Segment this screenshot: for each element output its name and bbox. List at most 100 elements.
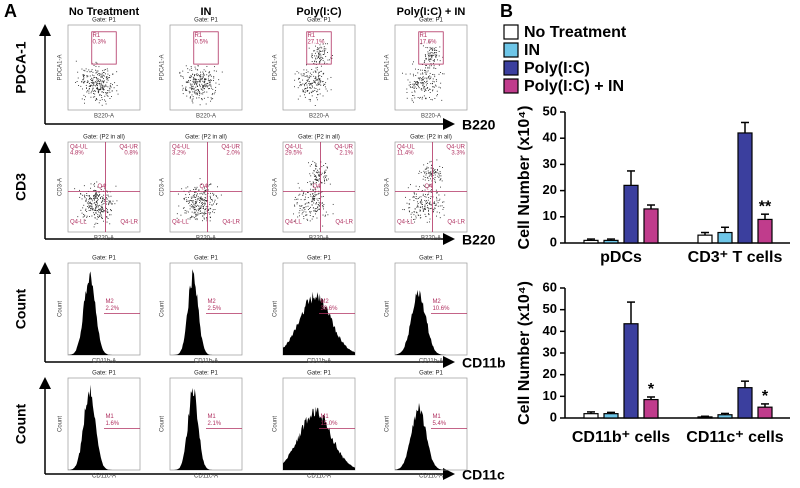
dot	[413, 214, 415, 216]
dot	[324, 61, 326, 63]
dot	[425, 73, 427, 75]
dot	[102, 88, 104, 89]
dot	[323, 176, 325, 178]
dot	[80, 193, 82, 195]
column-header: IN	[201, 6, 212, 18]
dot	[90, 183, 92, 185]
dot	[323, 50, 325, 52]
dot	[180, 214, 182, 216]
y-axis-label: Count	[13, 403, 29, 444]
dot	[321, 81, 323, 83]
dot	[202, 191, 204, 193]
dot	[188, 76, 190, 78]
dot	[425, 67, 427, 69]
dot	[305, 214, 307, 216]
dot	[321, 202, 323, 204]
dot	[313, 174, 315, 176]
dot	[312, 216, 314, 218]
quadrant-name: Q4-UR	[119, 145, 138, 151]
dot	[426, 176, 428, 178]
dot	[195, 197, 197, 198]
dot	[197, 92, 198, 94]
dot	[430, 54, 432, 56]
inner-x-label: CD11c-A	[194, 474, 218, 480]
dot	[438, 172, 440, 174]
dot	[318, 172, 320, 174]
dot	[423, 185, 425, 187]
quadrant-name: Q4-UL	[397, 145, 415, 151]
dot	[76, 81, 78, 82]
dot	[186, 199, 188, 201]
dot	[415, 185, 417, 187]
dot	[195, 216, 197, 218]
dot	[429, 48, 431, 50]
dot	[208, 88, 209, 90]
dot	[426, 58, 428, 60]
dot	[413, 192, 415, 194]
dot	[191, 200, 193, 202]
dot	[317, 187, 319, 189]
dot	[211, 200, 213, 202]
dot	[300, 73, 302, 75]
dot	[411, 98, 413, 100]
dot	[432, 86, 434, 88]
category-label: CD11c⁺ cells	[686, 429, 784, 446]
dot	[102, 208, 103, 210]
dot	[81, 212, 83, 214]
dot	[209, 195, 211, 197]
dot	[314, 162, 316, 164]
dot	[317, 210, 318, 212]
dot	[100, 87, 102, 89]
dot	[435, 79, 437, 80]
dot	[423, 88, 425, 90]
dot	[304, 82, 306, 84]
dot	[90, 187, 92, 189]
dot	[308, 98, 310, 100]
dot	[212, 93, 214, 95]
dot	[423, 79, 424, 81]
dot	[200, 183, 202, 185]
dot	[83, 82, 85, 84]
dot	[87, 90, 88, 92]
dot	[325, 48, 327, 50]
dot	[442, 167, 443, 168]
dot	[422, 195, 424, 197]
dot	[90, 70, 92, 72]
dot	[193, 212, 195, 214]
dot	[430, 83, 432, 85]
dot	[435, 189, 437, 191]
dot	[201, 83, 203, 85]
dot	[440, 82, 442, 84]
region-value: 5.4%	[432, 421, 446, 427]
dot	[210, 87, 212, 89]
dot	[194, 218, 196, 220]
dot	[204, 209, 206, 211]
region-value: 2.5%	[207, 306, 221, 312]
dot	[414, 193, 416, 195]
dot	[322, 208, 324, 210]
dot	[320, 55, 322, 57]
dot	[93, 199, 95, 201]
dot	[297, 216, 299, 218]
dot	[210, 100, 212, 102]
dot	[429, 72, 431, 74]
dot	[203, 79, 205, 81]
dot	[435, 55, 437, 57]
dot	[192, 196, 194, 198]
dot	[96, 181, 98, 183]
dot	[109, 85, 111, 87]
dot	[422, 82, 423, 83]
quadrant-center: Q4	[424, 184, 433, 190]
inner-x-label: CD11c-A	[419, 474, 443, 480]
dot	[433, 62, 434, 64]
dot	[317, 169, 319, 171]
dot	[315, 70, 317, 72]
dot	[424, 91, 426, 92]
dot	[94, 223, 96, 225]
dot	[436, 54, 438, 56]
dot	[212, 88, 214, 90]
inner-x-label: B220-A	[309, 236, 329, 242]
dot	[99, 214, 101, 216]
dot	[95, 196, 97, 197]
dot	[314, 50, 316, 52]
